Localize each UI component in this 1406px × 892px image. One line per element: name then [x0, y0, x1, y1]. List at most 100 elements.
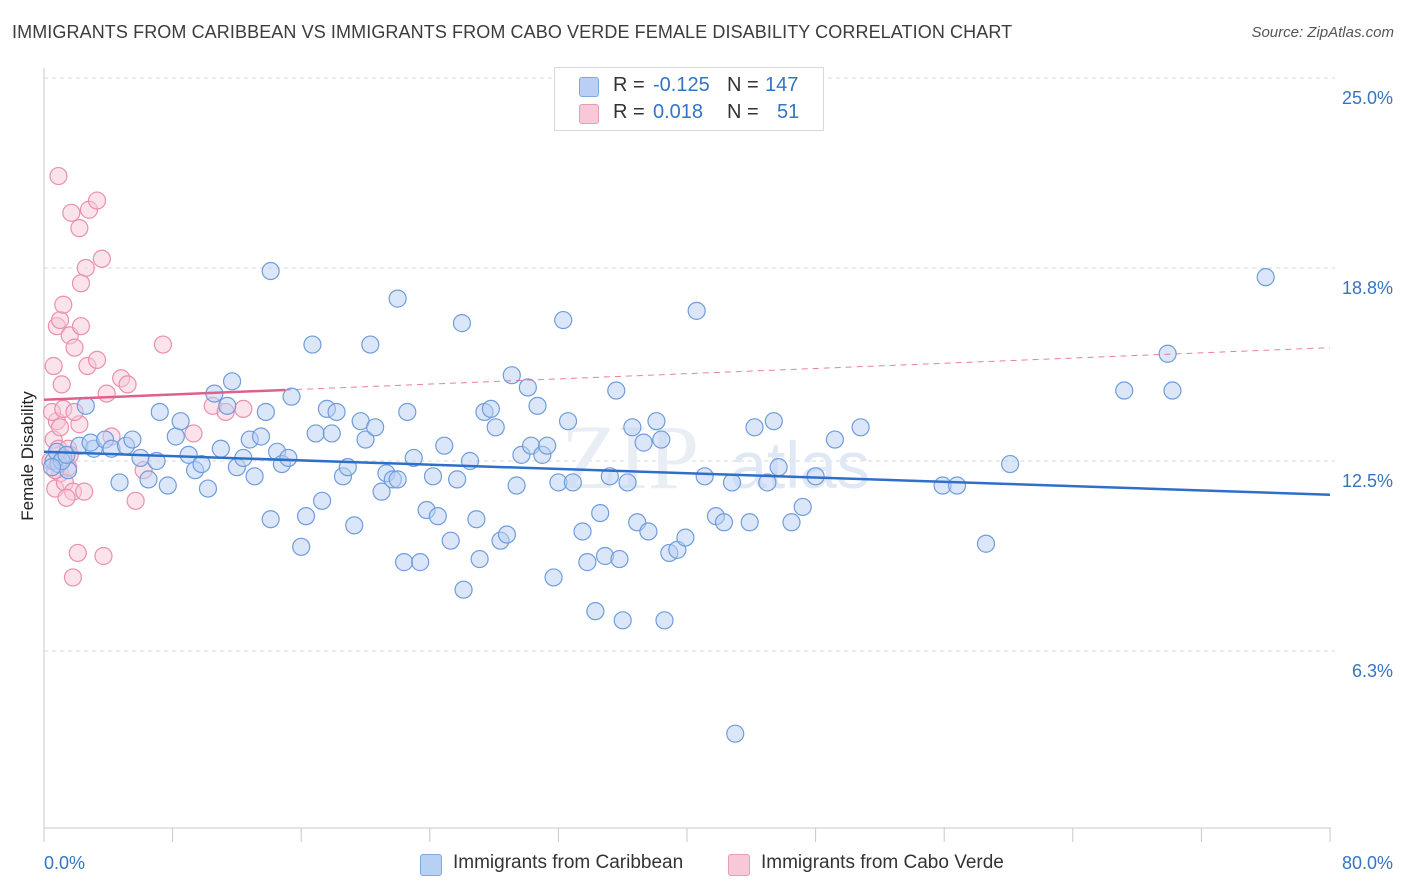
caribbean-point — [1115, 381, 1134, 400]
legend-n-value: 147 — [765, 74, 799, 96]
cabo-verde-point — [87, 191, 107, 210]
caribbean-point — [150, 402, 169, 422]
cabo-verde-point — [71, 274, 91, 293]
caribbean-point — [211, 439, 230, 458]
caribbean-point — [676, 528, 695, 547]
bottom-legend-label-caribbean: Immigrants from Caribbean — [453, 852, 684, 873]
caribbean-point — [423, 467, 443, 486]
caribbean-point — [42, 458, 62, 477]
caribbean-point — [428, 507, 447, 526]
cabo-verde-point — [54, 295, 73, 314]
caribbean-point — [554, 310, 573, 330]
legend-n-value: 51 — [777, 101, 800, 123]
caribbean-point — [296, 507, 316, 526]
caribbean-point — [1163, 381, 1182, 400]
caribbean-point — [976, 534, 996, 553]
bottom-legend-swatch-cabo-verde — [728, 854, 750, 876]
caribbean-point — [404, 448, 423, 468]
cabo-verde-point — [50, 310, 70, 330]
caribbean-point — [573, 522, 592, 541]
caribbean-point — [538, 436, 557, 455]
caribbean-point — [758, 473, 777, 492]
caribbean-point — [623, 418, 642, 437]
caribbean-point — [282, 387, 301, 406]
caribbean-point — [655, 611, 674, 630]
caribbean-point — [1001, 454, 1020, 474]
cabo-verde-point — [52, 375, 71, 394]
cabo-verde-point — [97, 384, 116, 403]
caribbean-point — [256, 402, 275, 422]
cabo-verde-point — [50, 418, 70, 437]
caribbean-point — [441, 531, 460, 550]
cabo-verde-point — [57, 488, 76, 507]
legend-r-value: 0.018 — [653, 101, 704, 123]
caribbean-point — [563, 473, 582, 492]
caribbean-point — [769, 458, 788, 477]
cabo-verde-point — [184, 424, 203, 443]
axes — [43, 68, 1331, 842]
y-axis-label: Female Disability — [18, 391, 37, 521]
source-label: Source: ZipAtlas.com — [1251, 24, 1394, 41]
caribbean-point — [218, 396, 237, 415]
caribbean-point — [782, 513, 801, 532]
caribbean-point — [454, 580, 473, 599]
caribbean-point — [110, 473, 129, 492]
cabo-verde-point — [49, 166, 68, 186]
caribbean-point — [695, 467, 714, 486]
bottom-legend-label-cabo-verde: Immigrants from Cabo Verde — [761, 852, 1004, 873]
grid-lines — [44, 77, 1335, 652]
y-tick-label: 12.5% — [1342, 471, 1393, 491]
caribbean-points — [42, 261, 1275, 743]
caribbean-point — [947, 476, 967, 495]
cabo-verde-point — [92, 249, 111, 268]
caribbean-trend-line — [43, 450, 1331, 496]
caribbean-point — [639, 522, 658, 541]
caribbean-point — [764, 412, 783, 431]
caribbean-point — [578, 553, 597, 572]
caribbean-point — [306, 424, 325, 443]
caribbean-point — [388, 289, 407, 308]
cabo-verde-trend-line-dashed — [285, 347, 1331, 391]
caribbean-point — [388, 470, 407, 489]
tick-labels: 6.3% 12.5% 18.8% 25.0% 0.0% 80.0% — [44, 88, 1393, 873]
x-tick-label: 80.0% — [1342, 853, 1393, 873]
legend-r-label: R = — [613, 74, 645, 96]
caribbean-point — [356, 430, 375, 449]
caribbean-point — [591, 503, 610, 523]
caribbean-point — [470, 549, 489, 569]
cabo-verde-point — [71, 317, 91, 336]
caribbean-point — [327, 402, 346, 422]
caribbean-point — [586, 602, 605, 621]
caribbean-point — [481, 399, 500, 419]
cabo-verde-point — [87, 350, 107, 369]
caribbean-point — [372, 482, 391, 501]
watermark: ZIP atlas — [561, 406, 870, 508]
caribbean-point — [245, 467, 264, 486]
caribbean-point — [497, 525, 517, 544]
legend-r-label: R = — [613, 101, 645, 123]
x-tick-label: 0.0% — [44, 853, 85, 873]
caribbean-point — [528, 396, 547, 415]
caribbean-point — [714, 513, 734, 532]
cabo-verde-point — [94, 546, 113, 566]
caribbean-point — [166, 427, 185, 446]
caribbean-point — [448, 470, 467, 489]
caribbean-point — [192, 454, 211, 474]
caribbean-point — [361, 335, 380, 354]
caribbean-point — [139, 470, 158, 489]
y-tick-label: 6.3% — [1352, 661, 1393, 681]
caribbean-point — [652, 430, 671, 449]
caribbean-point — [198, 479, 218, 498]
cabo-verde-point — [63, 568, 83, 587]
caribbean-point — [558, 412, 578, 431]
cabo-verde-point — [118, 375, 137, 394]
bottom-legend-swatch-caribbean — [420, 854, 442, 876]
cabo-verde-point — [153, 335, 173, 354]
caribbean-point — [607, 381, 626, 400]
caribbean-point — [123, 430, 142, 449]
caribbean-point — [722, 473, 742, 492]
watermark-atlas: atlas — [730, 428, 869, 502]
caribbean-point — [131, 448, 150, 468]
cabo-verde-point — [65, 338, 84, 357]
legend-n-label: N = — [727, 101, 759, 123]
